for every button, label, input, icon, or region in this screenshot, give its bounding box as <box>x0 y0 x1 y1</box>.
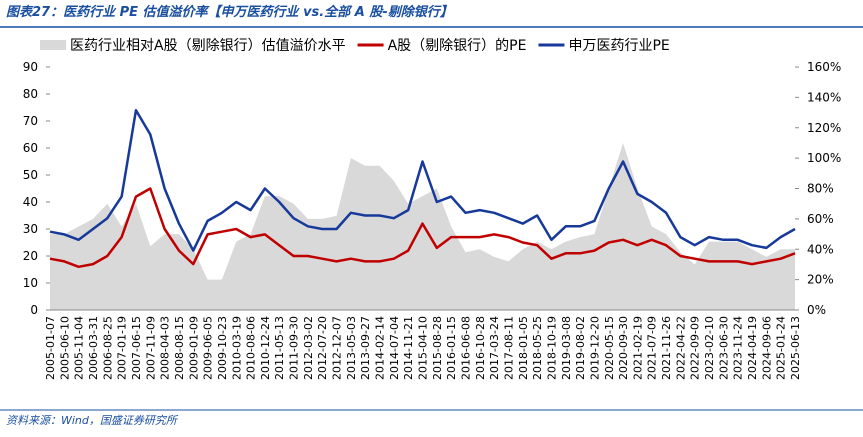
x-tick-label: 2010-12-24 <box>259 316 272 380</box>
y2-tick-label: 0% <box>807 303 826 317</box>
x-tick-label: 2014-11-21 <box>402 316 415 380</box>
y2-tick-label: 20% <box>807 273 834 287</box>
legend-swatch <box>40 40 66 50</box>
x-tick-label: 2010-03-19 <box>230 316 243 380</box>
x-tick-label: 2012-03-02 <box>302 316 315 380</box>
y-tick-label: 40 <box>23 195 38 209</box>
premium-area <box>50 142 795 310</box>
x-tick-label: 2014-07-04 <box>388 316 401 380</box>
x-tick-label: 2025-06-13 <box>789 316 802 380</box>
y-tick-label: 20 <box>23 249 38 263</box>
y-tick-label: 10 <box>23 276 38 290</box>
x-tick-label: 2007-01-19 <box>116 316 129 380</box>
x-tick-label: 2015-08-28 <box>431 316 444 380</box>
x-tick-label: 2015-04-10 <box>417 316 430 380</box>
x-tick-label: 2013-05-03 <box>345 316 358 380</box>
y2-tick-label: 140% <box>807 90 841 104</box>
x-tick-label: 2018-10-19 <box>545 316 558 380</box>
x-tick-label: 2019-03-08 <box>560 316 573 380</box>
x-tick-label: 2005-11-04 <box>73 316 86 380</box>
x-tick-label: 2013-09-27 <box>359 316 372 380</box>
x-tick-label: 2009-10-23 <box>216 316 229 380</box>
x-tick-label: 2009-06-05 <box>202 316 215 380</box>
x-tick-label: 2020-05-15 <box>603 316 616 380</box>
x-tick-label: 2012-07-20 <box>316 316 329 380</box>
legend-label: A股（剔除银行）的PE <box>388 38 527 54</box>
x-tick-label: 2023-02-10 <box>703 316 716 380</box>
x-tick-label: 2022-04-22 <box>674 316 687 380</box>
x-tick-label: 2021-02-19 <box>631 316 644 380</box>
x-tick-label: 2019-12-20 <box>588 316 601 380</box>
x-tick-label: 2016-10-28 <box>474 316 487 380</box>
y2-tick-label: 60% <box>807 212 834 226</box>
legend-label: 申万医药行业PE <box>568 38 669 54</box>
x-tick-label: 2023-06-30 <box>717 316 730 380</box>
y-tick-label: 60 <box>23 141 38 155</box>
x-tick-label: 2017-03-24 <box>488 316 501 380</box>
x-tick-label: 2011-09-30 <box>288 316 301 380</box>
y2-tick-label: 160% <box>807 60 841 74</box>
x-tick-label: 2023-11-24 <box>732 316 745 380</box>
x-tick-label: 2006-08-25 <box>101 316 114 380</box>
x-tick-label: 2016-06-08 <box>459 316 472 380</box>
y-tick-label: 80 <box>23 87 38 101</box>
x-tick-label: 2017-08-11 <box>502 316 515 380</box>
x-tick-label: 2021-11-26 <box>660 316 673 380</box>
pe-line <box>49 187 796 269</box>
x-tick-label: 2005-06-10 <box>58 316 71 380</box>
x-tick-label: 2006-03-31 <box>87 316 100 380</box>
x-tick-label: 2024-04-19 <box>746 316 759 380</box>
x-tick-label: 2012-12-07 <box>331 316 344 380</box>
y-tick-label: 0 <box>30 303 38 317</box>
x-tick-label: 2008-04-03 <box>159 316 172 380</box>
y2-tick-label: 80% <box>807 182 834 196</box>
x-tick-label: 2019-08-02 <box>574 316 587 380</box>
chart-title: 图表27：医药行业 PE 估值溢价率【申万医药行业 vs.全部 A 股-剔除银行… <box>6 4 453 20</box>
x-tick-label: 2021-07-09 <box>646 316 659 380</box>
legend-label: 医药行业相对A股（剔除银行）估值溢价水平 <box>70 38 346 54</box>
y-tick-label: 50 <box>23 168 38 182</box>
y-tick-label: 90 <box>23 60 38 74</box>
y-tick-label: 30 <box>23 222 38 236</box>
y-tick-label: 70 <box>23 114 38 128</box>
x-tick-label: 2018-05-25 <box>531 316 544 380</box>
y2-tick-label: 100% <box>807 151 841 165</box>
y2-tick-label: 120% <box>807 121 841 135</box>
x-tick-label: 2007-06-15 <box>130 316 143 380</box>
x-tick-label: 2011-05-13 <box>273 316 286 380</box>
x-tick-label: 2014-02-14 <box>374 316 387 380</box>
x-tick-label: 2009-01-09 <box>187 316 200 380</box>
x-tick-label: 2024-09-06 <box>760 316 773 380</box>
y2-tick-label: 40% <box>807 242 834 256</box>
x-tick-label: 2022-09-09 <box>689 316 702 380</box>
x-tick-label: 2005-01-07 <box>44 316 57 380</box>
x-tick-label: 2025-01-24 <box>775 316 788 380</box>
x-tick-label: 2010-08-06 <box>245 316 258 380</box>
x-tick-label: 2020-09-30 <box>617 316 630 380</box>
source: 资料来源：Wind，国盛证券研究所 <box>6 414 179 427</box>
x-tick-label: 2007-11-09 <box>144 316 157 380</box>
x-tick-label: 2008-08-15 <box>173 316 186 380</box>
x-tick-label: 2016-01-15 <box>445 316 458 380</box>
pe-line <box>49 108 796 252</box>
x-tick-label: 2018-01-05 <box>517 316 530 380</box>
